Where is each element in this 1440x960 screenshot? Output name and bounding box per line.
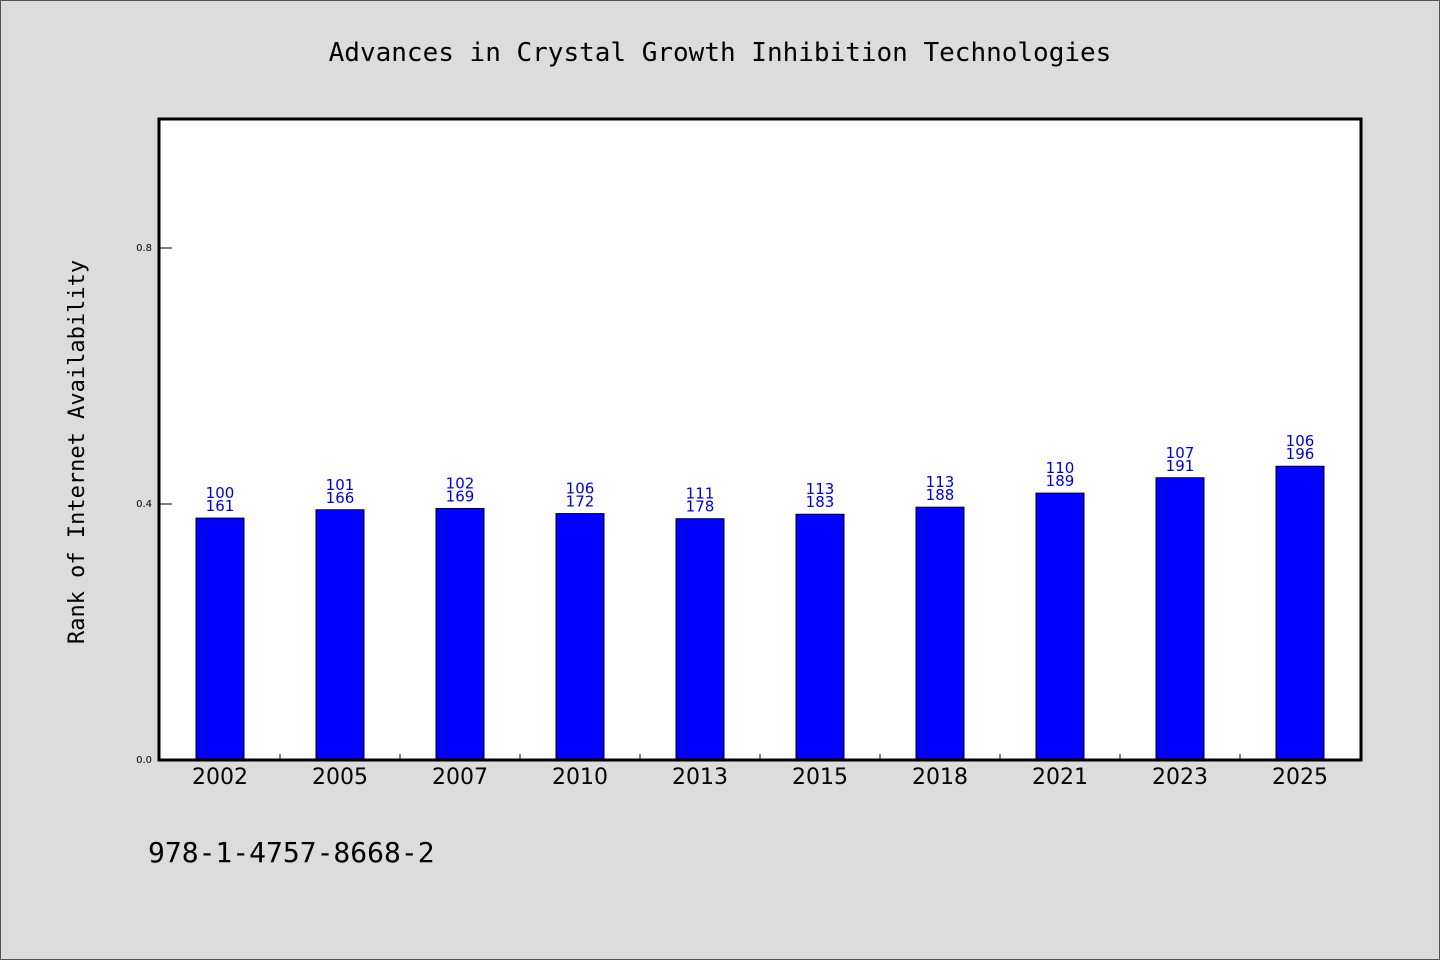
- bar-label-top-2010: 106: [566, 480, 595, 498]
- bar-2002: [195, 517, 245, 761]
- bar-label-top-2021: 110: [1046, 459, 1075, 477]
- bar-2007: [435, 507, 485, 761]
- bar-label-bottom-2021: 189: [1046, 472, 1075, 490]
- chart-title: Advances in Crystal Growth Inhibition Te…: [329, 38, 1112, 68]
- x-tick-label-2025: 2025: [1272, 765, 1328, 790]
- bar-label-top-2007: 102: [446, 474, 475, 492]
- bar-label-bottom-2013: 178: [686, 498, 715, 516]
- bar-label-bottom-2005: 166: [326, 489, 355, 507]
- x-tick-label-2018: 2018: [912, 765, 968, 790]
- bar-label-bottom-2018: 188: [926, 486, 955, 504]
- bar-label-bottom-2023: 191: [1166, 457, 1195, 475]
- bar-label-top-2018: 113: [926, 473, 955, 491]
- bar-2013: [675, 518, 725, 761]
- bar-label-top-2015: 113: [806, 480, 835, 498]
- x-tick-label-2007: 2007: [432, 765, 488, 790]
- bar-2025: [1275, 465, 1325, 761]
- bar-label-top-2002: 100: [206, 484, 235, 502]
- x-tick-label-2015: 2015: [792, 765, 848, 790]
- bar-2010: [555, 513, 605, 761]
- bar-2021: [1035, 492, 1085, 761]
- bar-label-top-2025: 106: [1286, 432, 1315, 450]
- bar-2018: [915, 506, 965, 761]
- plot-frame: [157, 117, 1363, 762]
- bar-label-top-2013: 111: [686, 485, 715, 503]
- bar-label-top-2023: 107: [1166, 444, 1195, 462]
- x-tick-label-2013: 2013: [672, 765, 728, 790]
- y-tick-label: 0.4: [136, 499, 152, 510]
- bar-label-bottom-2010: 172: [566, 493, 595, 511]
- bar-label-top-2005: 101: [326, 476, 355, 494]
- bar-2015: [795, 513, 845, 761]
- bar-label-bottom-2002: 161: [206, 497, 235, 515]
- bar-label-bottom-2025: 196: [1286, 445, 1315, 463]
- x-tick-label-2023: 2023: [1152, 765, 1208, 790]
- x-tick-label-2002: 2002: [192, 765, 248, 790]
- x-tick-label-2005: 2005: [312, 765, 368, 790]
- ticks-layer: 2002 2005 2007 2010 2013 2015 2018 2021 2023 2025…: [136, 243, 1328, 790]
- x-tick-label-2010: 2010: [552, 765, 608, 790]
- bar-2023: [1155, 477, 1205, 761]
- isbn-text: 978-1-4757-8668-2: [148, 836, 435, 869]
- bar-2005: [315, 509, 365, 761]
- bar-label-bottom-2007: 169: [446, 487, 475, 505]
- x-tick-label-2021: 2021: [1032, 765, 1088, 790]
- bar-label-bottom-2015: 183: [806, 493, 835, 511]
- y-tick-label: 0.0: [136, 755, 152, 766]
- y-tick-label: 0.8: [136, 243, 152, 254]
- y-axis-label: Rank of Internet Availability: [65, 260, 90, 644]
